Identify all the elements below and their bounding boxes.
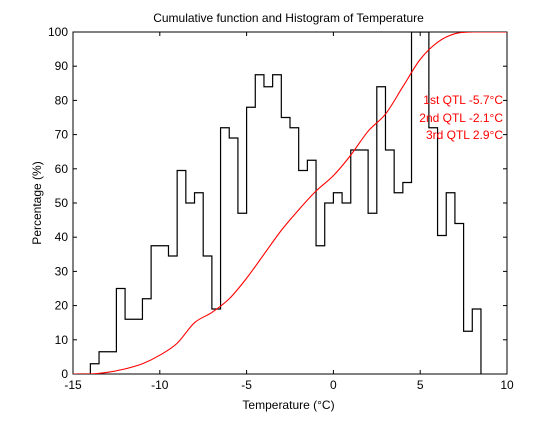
y-tick-label: 50: [55, 196, 69, 210]
x-tick-label: -10: [151, 378, 169, 392]
y-tick-label: 40: [55, 230, 69, 244]
y-tick-label: 10: [55, 333, 69, 347]
y-tick-label: 30: [55, 264, 69, 278]
x-tick-label: 0: [330, 378, 337, 392]
y-tick-label: 100: [48, 25, 68, 39]
y-tick-label: 0: [61, 367, 68, 381]
quartile-annotation-2: 2nd QTL -2.1°C: [419, 111, 503, 125]
y-tick-label: 80: [55, 93, 69, 107]
quartile-annotations: 1st QTL -5.7°C 2nd QTL -2.1°C 3rd QTL 2.9°…: [419, 93, 503, 142]
cumulative-series: [73, 32, 507, 374]
x-tick-label: 10: [500, 378, 514, 392]
y-tick-label: 70: [55, 128, 69, 142]
x-axis-label: Temperature (°C): [242, 398, 334, 412]
y-axis-label: Percentage (%): [30, 161, 44, 244]
y-tick-label: 20: [55, 299, 69, 313]
quartile-annotation-1: 1st QTL -5.7°C: [423, 93, 503, 107]
x-tick-label: -15: [64, 378, 82, 392]
y-tick-label: 60: [55, 162, 69, 176]
chart-title: Cumulative function and Histogram of Tem…: [153, 11, 424, 25]
y-tick-label: 90: [55, 59, 69, 73]
x-tick-label: 5: [417, 378, 424, 392]
histogram-series: [76, 32, 482, 374]
x-tick-label: -5: [241, 378, 252, 392]
quartile-annotation-3: 3rd QTL 2.9°C: [426, 128, 503, 142]
